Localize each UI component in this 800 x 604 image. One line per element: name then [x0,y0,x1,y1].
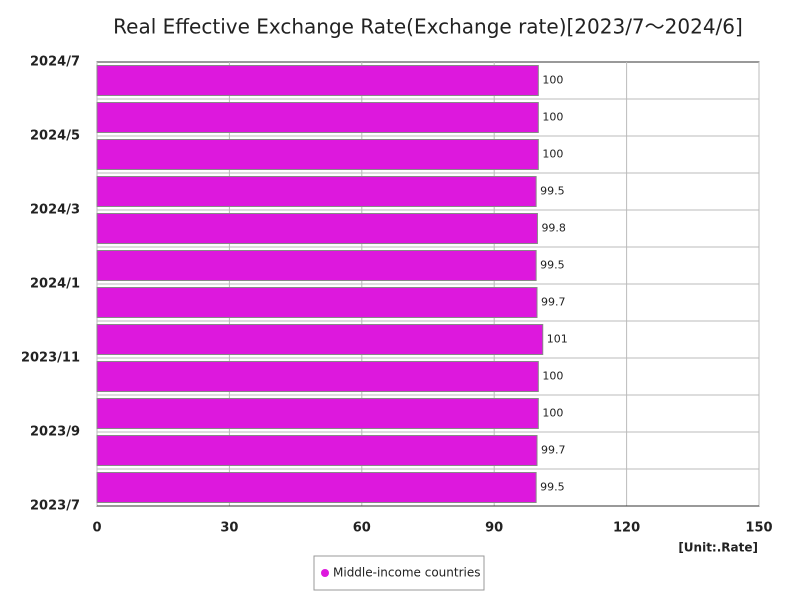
legend-box [313,555,485,591]
legend-label: Middle-income countries [333,566,481,580]
x-tick-label: 60 [353,521,371,536]
bar [96,139,539,170]
x-tick-label: 30 [220,521,238,536]
value-label: 99.5 [540,259,565,272]
unit-label: [Unit:.Rate] [678,541,758,555]
value-label: 99.5 [540,481,565,494]
bar [96,398,539,429]
y-tick-label: 2023/9 [30,425,80,440]
value-label: 99.5 [540,185,565,198]
y-tick-label: 2023/11 [21,351,80,366]
y-tick-label: 2024/3 [30,203,80,218]
value-label: 100 [542,74,563,87]
y-tick-label: 2023/7 [30,499,80,514]
bar [96,250,537,281]
x-tick-label: 120 [613,521,640,536]
value-label: 99.7 [541,296,566,309]
value-label: 101 [547,333,568,346]
bar [96,176,537,207]
x-tick-label: 90 [485,521,503,536]
y-tick-label: 2024/7 [30,55,80,70]
value-label: 99.8 [541,222,566,235]
bar [96,65,539,96]
legend-swatch [321,569,329,577]
bar [96,287,538,318]
value-label: 100 [542,407,563,420]
x-tick-label: 0 [92,521,101,536]
bar [96,102,539,133]
value-label: 100 [542,148,563,161]
x-tick-label: 150 [745,521,772,536]
value-label: 99.7 [541,444,566,457]
bar [96,472,537,503]
bar [96,435,538,466]
value-label: 100 [542,111,563,124]
bar [96,324,544,355]
chart-title: Real Effective Exchange Rate(Exchange ra… [113,15,743,39]
bar [96,213,538,244]
y-tick-label: 2024/1 [30,277,80,292]
bar [96,361,539,392]
y-tick-label: 2024/5 [30,129,80,144]
value-label: 100 [542,370,563,383]
